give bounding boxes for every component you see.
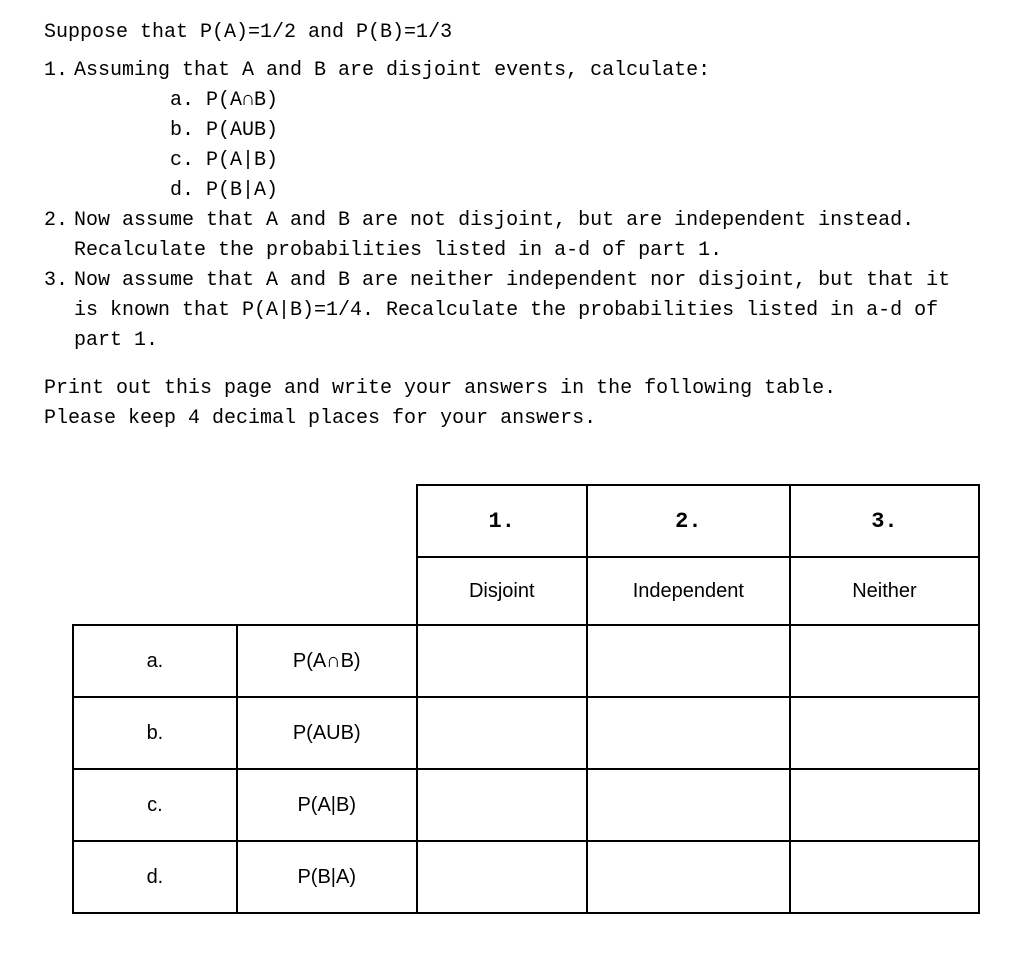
instruction-line-2: Please keep 4 decimal places for your an… — [44, 404, 980, 434]
table-row: b. P(AUB) — [73, 697, 979, 769]
subitem-1c-letter: c. — [170, 149, 194, 172]
row-formula: P(A∩B) — [237, 625, 417, 697]
question-2-text: Now assume that A and B are not disjoint… — [74, 209, 914, 262]
col-number-3: 3. — [790, 485, 979, 557]
answer-cell — [587, 769, 790, 841]
subitem-1d: d. P(B|A) — [170, 176, 980, 206]
answer-cell — [417, 769, 587, 841]
subitem-1b-text: P(AUB) — [206, 119, 278, 142]
row-letter: a. — [73, 625, 237, 697]
answer-cell — [790, 841, 979, 913]
answer-cell — [790, 625, 979, 697]
subitem-1b-letter: b. — [170, 119, 194, 142]
instruction-line-1: Print out this page and write your answe… — [44, 374, 980, 404]
intro-line: Suppose that P(A)=1/2 and P(B)=1/3 — [44, 18, 980, 48]
col-number-1: 1. — [417, 485, 587, 557]
subitem-1d-letter: d. — [170, 179, 194, 202]
subitem-1c: c. P(A|B) — [170, 146, 980, 176]
answer-cell — [417, 841, 587, 913]
subitem-1a-letter: a. — [170, 89, 194, 112]
table-header-labels: Disjoint Independent Neither — [73, 557, 979, 625]
row-letter: d. — [73, 841, 237, 913]
answer-cell — [790, 769, 979, 841]
question-1-subitems: a. P(A∩B) b. P(AUB) c. P(A|B) d. P(B|A) — [170, 86, 980, 206]
answer-cell — [417, 697, 587, 769]
question-3-number: 3. — [44, 266, 74, 296]
table-row: c. P(A|B) — [73, 769, 979, 841]
table-header-numbers: 1. 2. 3. — [73, 485, 979, 557]
instructions: Print out this page and write your answe… — [44, 374, 980, 434]
subitem-1c-text: P(A|B) — [206, 149, 278, 172]
row-formula: P(B|A) — [237, 841, 417, 913]
subitem-1b: b. P(AUB) — [170, 116, 980, 146]
question-1-text: Assuming that A and B are disjoint event… — [74, 59, 710, 82]
table-row: d. P(B|A) — [73, 841, 979, 913]
subitem-1d-text: P(B|A) — [206, 179, 278, 202]
subitem-1a: a. P(A∩B) — [170, 86, 980, 116]
answer-cell — [587, 625, 790, 697]
col-label-disjoint: Disjoint — [417, 557, 587, 625]
answer-cell — [587, 697, 790, 769]
question-2: 2.Now assume that A and B are not disjoi… — [44, 206, 980, 266]
answer-cell — [417, 625, 587, 697]
row-letter: b. — [73, 697, 237, 769]
answers-table: 1. 2. 3. Disjoint Independent Neither a.… — [72, 484, 980, 914]
question-1: 1.Assuming that A and B are disjoint eve… — [44, 56, 980, 206]
row-formula: P(A|B) — [237, 769, 417, 841]
question-3-text: Now assume that A and B are neither inde… — [74, 269, 950, 352]
answer-cell — [790, 697, 979, 769]
row-letter: c. — [73, 769, 237, 841]
question-3: 3.Now assume that A and B are neither in… — [44, 266, 980, 356]
question-list: 1.Assuming that A and B are disjoint eve… — [44, 56, 980, 356]
answer-cell — [587, 841, 790, 913]
table-row: a. P(A∩B) — [73, 625, 979, 697]
col-number-2: 2. — [587, 485, 790, 557]
col-label-independent: Independent — [587, 557, 790, 625]
col-label-neither: Neither — [790, 557, 979, 625]
subitem-1a-text: P(A∩B) — [206, 89, 278, 112]
question-2-number: 2. — [44, 206, 74, 236]
question-1-number: 1. — [44, 56, 74, 86]
row-formula: P(AUB) — [237, 697, 417, 769]
